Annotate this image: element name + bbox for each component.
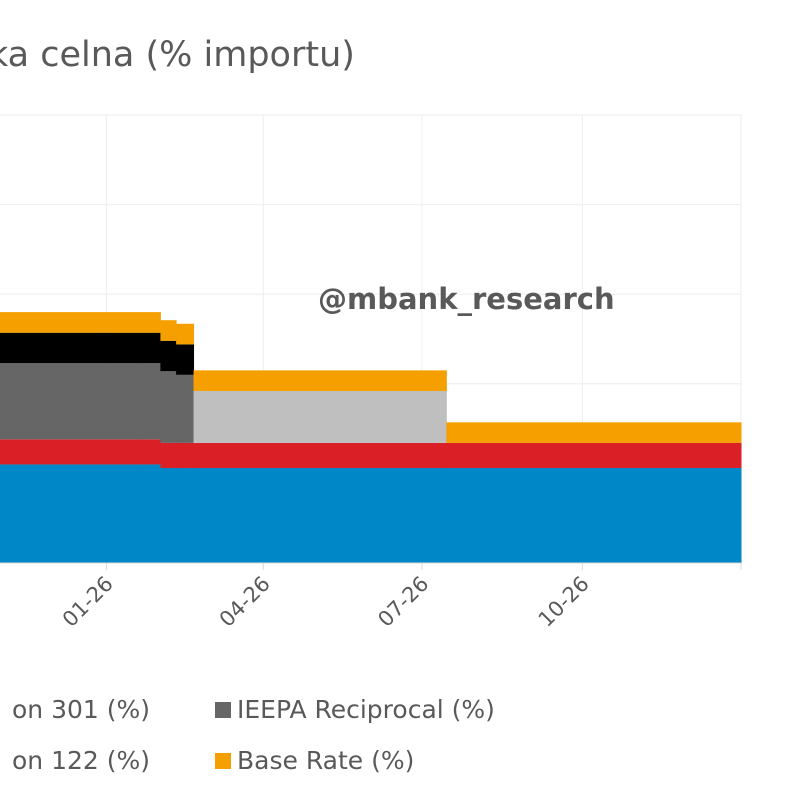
area-segment-series-3 xyxy=(0,332,140,364)
legend-swatch xyxy=(215,702,231,718)
area-segment-series-0 xyxy=(176,468,195,563)
chart-title: ka celna (% importu) xyxy=(0,35,355,75)
area-segment-series-5 xyxy=(446,422,742,443)
legend-label: on 122 (%) xyxy=(12,746,150,775)
area-segment-series-0 xyxy=(139,464,161,563)
area-segment-series-2 xyxy=(176,374,195,443)
area-segment-series-1 xyxy=(0,439,140,465)
area-segment-series-2 xyxy=(0,363,140,440)
area-segment-series-4 xyxy=(193,390,447,443)
area-segment-series-2 xyxy=(160,371,177,443)
area-segment-series-1 xyxy=(176,442,195,469)
area-segment-series-5 xyxy=(139,312,161,333)
legend: on 301 (%) IEEPA Reciprocal (%) on 122 (%)… xyxy=(12,695,495,775)
x-tick-label: 04-26 xyxy=(215,572,275,632)
area-segment-series-0 xyxy=(193,468,447,563)
area-segment-series-3 xyxy=(176,344,195,375)
x-tick-label: 01-26 xyxy=(58,572,118,632)
legend-label: on 301 (%) xyxy=(12,695,150,724)
area-segment-series-3 xyxy=(139,332,161,364)
legend-swatch xyxy=(215,753,231,769)
x-axis: 01-26 04-26 07-26 10-26 xyxy=(0,562,742,632)
area-segment-series-2 xyxy=(139,363,161,440)
area-segment-series-0 xyxy=(160,468,177,563)
area-segment-series-0 xyxy=(0,464,140,563)
area-segment-series-5 xyxy=(160,320,177,341)
watermark-text: @mbank_research xyxy=(318,282,615,316)
area-segment-series-1 xyxy=(139,439,161,465)
area-segment-series-1 xyxy=(193,442,447,469)
legend-label: Base Rate (%) xyxy=(237,746,414,775)
area-segment-series-3 xyxy=(160,340,177,372)
area-segment-series-1 xyxy=(160,442,177,469)
area-segment-series-5 xyxy=(193,370,447,391)
area-segment-series-0 xyxy=(446,468,742,563)
area-segment-series-5 xyxy=(0,312,140,333)
area-segment-series-1 xyxy=(446,442,742,469)
legend-label: IEEPA Reciprocal (%) xyxy=(237,695,495,724)
area-segment-series-5 xyxy=(176,323,195,345)
x-tick-label: 07-26 xyxy=(373,572,433,632)
stacked-areas xyxy=(0,312,742,563)
x-tick-label: 10-26 xyxy=(534,572,594,632)
